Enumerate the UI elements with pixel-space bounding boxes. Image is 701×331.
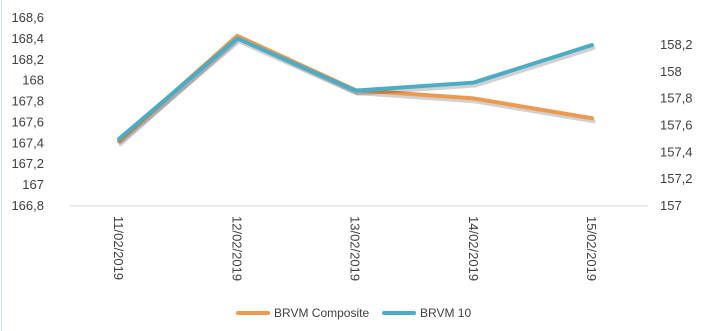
x-tick-label: 11/02/2019 [111, 216, 126, 280]
y-right-tick-label: 157,4 [660, 144, 693, 159]
y-right-tick-label: 157,6 [660, 118, 693, 133]
y-left-tick-label: 168,4 [11, 31, 44, 46]
series-shadow [118, 39, 596, 144]
y-left-tick-label: 167,8 [11, 94, 44, 109]
y-right-tick-label: 157,8 [660, 91, 693, 106]
series-line-brvm-10 [117, 36, 594, 141]
y-left-tick-label: 168,6 [11, 10, 44, 25]
y-left-tick-label: 168 [22, 73, 44, 88]
y-right-tick-label: 158 [660, 64, 682, 79]
legend-label: BRVM 10 [420, 306, 471, 320]
y-left-tick-label: 167,6 [11, 114, 44, 129]
y-right-tick-label: 157 [660, 198, 682, 213]
frame-edge [1, 0, 2, 331]
x-tick-label: 13/02/2019 [348, 216, 363, 281]
y-left-tick-label: 167 [22, 177, 44, 192]
series-shadow [118, 36, 596, 147]
x-tick-label: 15/02/2019 [584, 216, 599, 281]
x-tick-label: 14/02/2019 [466, 216, 481, 281]
y-right-tick-label: 157,2 [660, 171, 693, 186]
y-left-tick-label: 168,2 [11, 52, 44, 67]
y-left-tick-label: 166,8 [11, 198, 44, 213]
legend-label: BRVM Composite [274, 306, 369, 320]
y-right-tick-label: 158,2 [660, 37, 693, 52]
x-tick-label: 12/02/2019 [229, 216, 244, 281]
y-left-tick-label: 167,4 [11, 135, 44, 150]
y-left-tick-label: 167,2 [11, 156, 44, 171]
